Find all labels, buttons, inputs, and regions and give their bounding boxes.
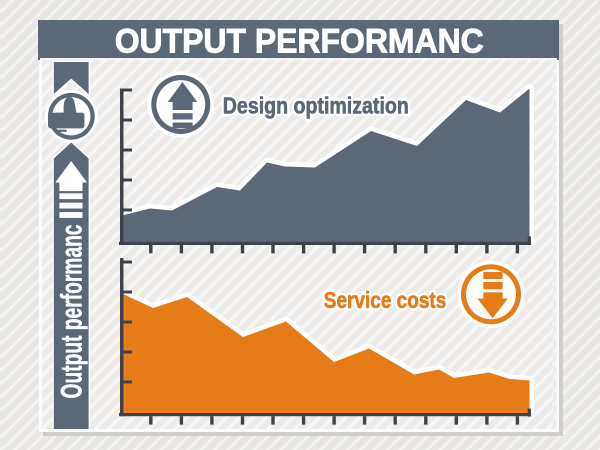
svg-text:Output performanc: Output performanc bbox=[56, 225, 89, 399]
svg-text:Design optimization: Design optimization bbox=[223, 92, 409, 118]
svg-text:OUTPUT PERFORMANC: OUTPUT PERFORMANC bbox=[115, 23, 484, 61]
svg-text:Design optimization: Design optimization bbox=[223, 92, 409, 118]
svg-text:Service costs: Service costs bbox=[324, 287, 447, 313]
svg-text:Service costs: Service costs bbox=[324, 287, 447, 313]
